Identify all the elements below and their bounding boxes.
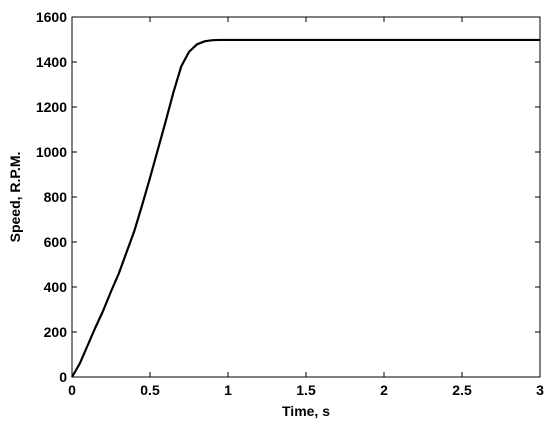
y-tick-label: 1200: [36, 99, 67, 115]
y-axis-label: Speed, R.P.M.: [7, 152, 23, 243]
y-tick-label: 0: [59, 369, 67, 385]
x-tick-label: 2: [380, 382, 388, 398]
y-axis: 0 200 400 600 800 1000 1200 1400 1600: [36, 9, 540, 385]
plot-area: [71, 16, 541, 378]
speed-series-line: [71, 38, 540, 378]
y-tick-label: 800: [44, 189, 68, 205]
x-tick-label: 1.5: [296, 382, 316, 398]
x-axis: 0 0.5 1 1.5 2 2.5 3: [68, 17, 544, 398]
x-tick-label: 0.5: [140, 382, 160, 398]
y-tick-label: 1000: [36, 144, 67, 160]
x-tick-label: 1: [224, 382, 232, 398]
y-tick-label: 200: [44, 324, 68, 340]
y-tick-label: 1400: [36, 54, 67, 70]
x-tick-label: 3: [536, 382, 544, 398]
y-tick-label: 600: [44, 234, 68, 250]
x-tick-label: 0: [68, 382, 76, 398]
x-tick-label: 2.5: [452, 382, 472, 398]
y-tick-label: 400: [44, 279, 68, 295]
y-tick-label: 1600: [36, 9, 67, 25]
x-axis-label: Time, s: [282, 403, 330, 419]
